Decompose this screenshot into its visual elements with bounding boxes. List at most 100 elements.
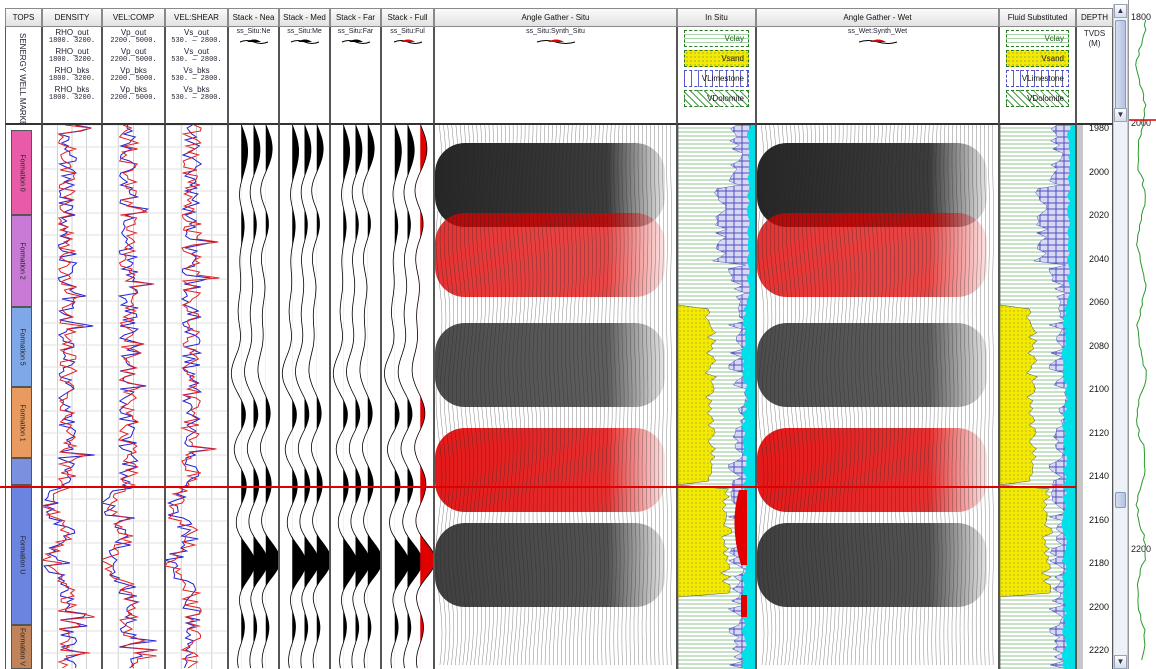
curve-label: RHO_out 1800. 3200.: [48, 47, 96, 64]
vel-shear-track[interactable]: [165, 125, 228, 669]
shear-subheader: Vs_out 530. — 2800. Vs_out 530. — 2800. Vs…: [165, 27, 228, 125]
angle-gather-situ-track[interactable]: [434, 125, 677, 669]
density-curves: [43, 125, 101, 669]
formation-block[interactable]: Formation 5: [11, 307, 32, 387]
depth-tick: 2100: [1088, 384, 1109, 394]
header-angle-gather-situ[interactable]: Angle Gather - Situ: [434, 8, 677, 27]
legend-vdolomite: VDolomite: [684, 90, 749, 107]
overview-label: 1800: [1131, 12, 1152, 22]
depth-marker-line[interactable]: [0, 486, 1076, 488]
tops-track-label: SENERGY WELL MARKE: [18, 33, 27, 125]
header-depth[interactable]: DEPTH: [1076, 8, 1113, 27]
stack-far-traces: [332, 125, 380, 669]
header-angle-gather-wet[interactable]: Angle Gather - Wet: [756, 8, 999, 27]
in-situ-lithology: [678, 125, 755, 669]
legend-vclay: Vclay: [684, 30, 749, 47]
header-stack-full[interactable]: Stack - Full: [381, 8, 434, 27]
fluid-sub-track[interactable]: [999, 125, 1076, 669]
wiggle-icon: [239, 39, 268, 44]
angle-gather-label: ss_Situ:Synth_Situ: [526, 28, 585, 35]
depth-tick: 2080: [1088, 340, 1109, 351]
legend-vsand: Vsand: [684, 50, 749, 67]
scroll-thumb[interactable]: [1115, 492, 1126, 508]
scroll-up-button[interactable]: ▲: [1114, 4, 1127, 18]
header-stack-near[interactable]: Stack - Nea: [228, 8, 279, 27]
formation-block[interactable]: Formation 0: [11, 130, 32, 215]
curve-label: Vs_bks 530. — 2800.: [171, 85, 222, 102]
angle-situ-subheader: ss_Situ:Synth_Situ: [434, 27, 677, 125]
curve-label: Vs_out 530. — 2800.: [171, 47, 222, 64]
vel-comp-track[interactable]: [102, 125, 165, 669]
formation-label: Formation 2: [18, 242, 25, 280]
stack-full-track[interactable]: [381, 125, 434, 669]
wiggle-icon: [290, 39, 319, 44]
depth-tick: 2180: [1088, 558, 1109, 568]
angle-gather-wet-traces: [757, 125, 994, 666]
depth-track[interactable]: 1980 2000 2020 2040 2060 2080 2100 2120 2140 2160…: [1076, 125, 1113, 669]
angle-gather-situ-traces: [435, 125, 672, 666]
formation-block[interactable]: Formation 1: [11, 387, 32, 458]
depth-tick: 2020: [1088, 210, 1109, 220]
scroll-down-button[interactable]: ▼: [1114, 108, 1127, 122]
header-stack-far[interactable]: Stack - Far: [330, 8, 381, 27]
curve-label: RHO_bks 1800. 3200.: [48, 85, 96, 102]
overview-panel[interactable]: 1800 2000 2200: [1128, 0, 1156, 669]
stack-far-track[interactable]: [330, 125, 381, 669]
curve-label: Vp_out 2200. 5000.: [110, 47, 157, 64]
formation-label: Formation 5: [18, 328, 25, 366]
header-vel-comp[interactable]: VEL:COMP: [102, 8, 165, 27]
stack-near-track[interactable]: [228, 125, 279, 669]
formation-block[interactable]: Formation U: [11, 485, 32, 625]
depth-tick: 2140: [1088, 471, 1109, 481]
header-fluid-substituted[interactable]: Fluid Substituted: [999, 8, 1076, 27]
stack-mid-track[interactable]: [279, 125, 330, 669]
wiggle-icon: [858, 39, 897, 44]
depth-subheader: TVDS (M): [1076, 27, 1113, 125]
angle-gather-wet-track[interactable]: [756, 125, 999, 669]
wiggle-icon: [536, 39, 575, 44]
formation-block[interactable]: Formation 2: [11, 215, 32, 307]
stack-mid-traces: [281, 125, 329, 669]
stack-curve-label: ss_Situ:Ful: [390, 28, 425, 35]
header-vel-shear[interactable]: VEL:SHEAR: [165, 8, 228, 27]
stack-far-subheader: ss_Situ:Far: [330, 27, 381, 125]
stack-full-subheader: ss_Situ:Ful: [381, 27, 434, 125]
depth-tick: 2220: [1088, 645, 1109, 655]
formation-label: Formation 1: [18, 403, 25, 442]
stack-mid-subheader: ss_Situ:Me: [279, 27, 330, 125]
curve-label: Vp_bks 2200. 5000.: [110, 85, 157, 102]
legend-vsand: Vsand: [1006, 50, 1069, 67]
stack-curve-label: ss_Situ:Me: [287, 28, 322, 35]
in-situ-track[interactable]: [677, 125, 756, 669]
density-track[interactable]: [42, 125, 102, 669]
header-stack-mid[interactable]: Stack - Med: [279, 8, 330, 27]
vertical-scrollbar[interactable]: ▲ ▼ ▼: [1113, 4, 1128, 669]
depth-tick: 2040: [1088, 253, 1109, 264]
curve-label: Vp_bks 2200. 5000.: [110, 66, 157, 83]
tops-track[interactable]: Formation 0 Formation 2 Formation 5 Formati…: [5, 125, 42, 669]
curve-label: Vp_out 2200. 5000.: [110, 28, 157, 45]
depth-tick: 2120: [1088, 427, 1109, 438]
scroll-thumb-top[interactable]: [1115, 20, 1126, 116]
scroll-down-button-bottom[interactable]: ▼: [1114, 655, 1127, 669]
comp-subheader: Vp_out 2200. 5000. Vp_out 2200. 5000. Vp_b…: [102, 27, 165, 125]
formation-block[interactable]: [11, 458, 32, 485]
fluid-sub-lithology: [1000, 125, 1075, 669]
curve-label: Vs_bks 530. — 2800.: [171, 66, 222, 83]
curve-label: RHO_bks 1800. 3200.: [48, 66, 96, 83]
shear-curves: [166, 125, 227, 669]
header-tops[interactable]: TOPS: [5, 8, 42, 27]
stack-curve-label: ss_Situ:Far: [337, 28, 374, 35]
depth-tick: 2000: [1088, 166, 1109, 177]
formation-block[interactable]: Formation V: [11, 625, 32, 669]
header-in-situ[interactable]: In Situ: [677, 8, 756, 27]
overview-label: 2000: [1131, 118, 1152, 128]
legend-vlimestone: VLimestone: [1006, 70, 1069, 87]
tops-subheader: SENERGY WELL MARKE: [5, 27, 42, 125]
depth-tick: 2060: [1088, 297, 1109, 307]
header-density[interactable]: DENSITY: [42, 8, 102, 27]
legend-vlimestone: VLimestone: [684, 70, 749, 87]
wiggle-icon: [341, 39, 370, 44]
stack-near-subheader: ss_Situ:Ne: [228, 27, 279, 125]
